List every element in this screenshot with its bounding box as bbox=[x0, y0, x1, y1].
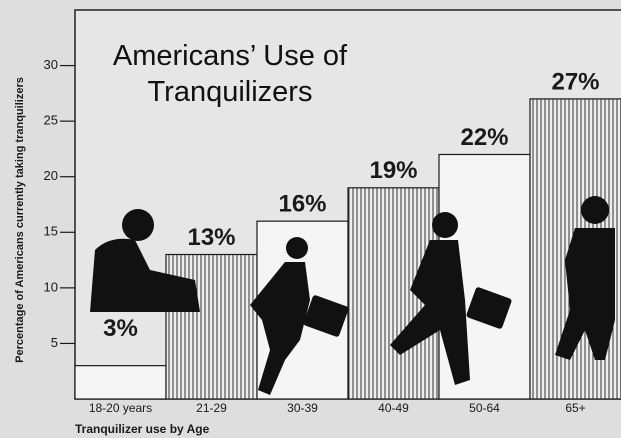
x-tick-label: 40-49 bbox=[378, 401, 409, 415]
chart-title: Americans’ Use of Tranquilizers bbox=[100, 38, 360, 110]
x-tick-label: 50-64 bbox=[469, 401, 500, 415]
x-tick-label: 30-39 bbox=[287, 401, 318, 415]
x-tick-label: 21-29 bbox=[196, 401, 227, 415]
y-tick-label: 5 bbox=[51, 335, 58, 350]
value-label: 13% bbox=[187, 224, 235, 251]
y-axis-label: Percentage of Americans currently taking… bbox=[14, 77, 26, 363]
y-tick-label: 25 bbox=[44, 113, 58, 128]
x-tick-label: 65+ bbox=[565, 401, 585, 415]
value-label: 3% bbox=[103, 315, 138, 342]
y-tick-label: 30 bbox=[44, 57, 58, 72]
bar bbox=[166, 255, 257, 399]
y-tick-label: 15 bbox=[44, 224, 58, 239]
value-label: 22% bbox=[460, 124, 508, 151]
x-tick-label: 18-20 years bbox=[89, 401, 152, 415]
y-tick-label: 20 bbox=[44, 168, 58, 183]
y-tick-label: 10 bbox=[44, 279, 58, 294]
value-label: 19% bbox=[369, 157, 417, 184]
value-label: 27% bbox=[551, 68, 599, 95]
value-label: 16% bbox=[278, 191, 326, 218]
bar bbox=[75, 366, 166, 399]
x-axis-label: Tranquilizer use by Age bbox=[75, 422, 210, 436]
chart-page: Percentage of Americans currently taking… bbox=[0, 0, 621, 438]
